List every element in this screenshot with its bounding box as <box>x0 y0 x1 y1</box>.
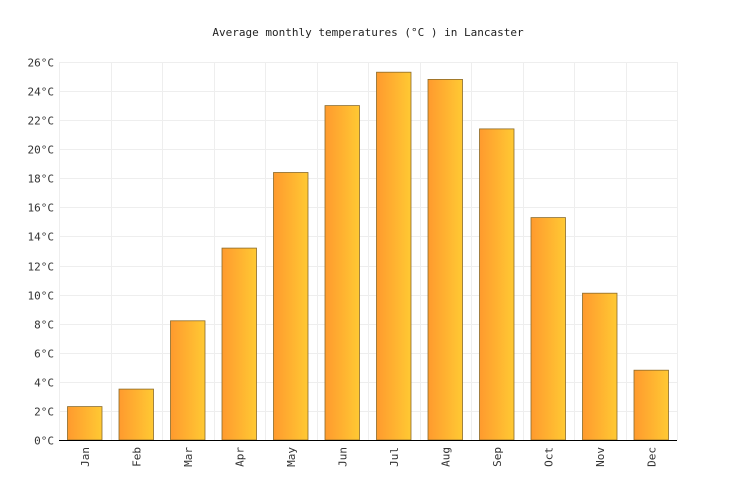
y-tick-label: 16°C <box>28 202 55 215</box>
x-tick-label: Mar <box>182 447 195 467</box>
y-tick-label: 12°C <box>28 261 55 274</box>
y-tick-label: 4°C <box>34 377 54 390</box>
bar-may <box>273 172 309 441</box>
y-tick-label: 18°C <box>28 173 55 186</box>
y-tick-label: 10°C <box>28 290 55 303</box>
y-tick-label: 0°C <box>34 435 54 448</box>
bar-nov <box>582 292 618 441</box>
x-tick-label: Jan <box>79 447 92 467</box>
x-tick-label: May <box>285 447 298 467</box>
bar-feb <box>118 388 154 441</box>
bar-mar <box>170 320 206 441</box>
bar-aug <box>427 79 463 441</box>
bar-jun <box>324 105 360 441</box>
x-tick-label: Dec <box>645 447 658 467</box>
x-axis-ticks: Jan Feb Mar Apr May Jun Jul Aug Sep Oct Nov Dec <box>79 447 658 467</box>
y-tick-label: 20°C <box>28 144 55 157</box>
y-tick-label: 26°C <box>28 57 55 70</box>
chart-title: Average monthly temperatures (°C ) in La… <box>212 26 524 39</box>
bars-layer <box>67 71 669 441</box>
y-tick-label: 8°C <box>34 319 54 332</box>
bar-jan <box>67 406 103 441</box>
bar-dec <box>633 369 669 441</box>
bar-oct <box>530 217 566 441</box>
x-tick-label: Jun <box>336 447 349 467</box>
grid-layer <box>59 62 678 440</box>
x-tick-label: Oct <box>542 447 555 467</box>
y-tick-label: 14°C <box>28 231 55 244</box>
x-tick-label: Jul <box>388 447 401 467</box>
y-tick-label: 2°C <box>34 406 54 419</box>
x-tick-label: Feb <box>130 447 143 467</box>
x-tick-label: Sep <box>491 447 504 467</box>
x-tick-label: Apr <box>233 447 246 467</box>
y-tick-label: 24°C <box>28 86 55 99</box>
y-tick-label: 22°C <box>28 115 55 128</box>
bar-jul <box>376 71 412 441</box>
bar-sep <box>479 128 515 441</box>
x-tick-label: Aug <box>439 447 452 467</box>
x-tick-label: Nov <box>594 447 607 467</box>
y-axis-ticks: 0°C 2°C 4°C 6°C 8°C 10°C 12°C 14°C 16°C 18°C 20°C 2… <box>28 57 55 448</box>
bar-apr <box>221 247 257 441</box>
y-tick-label: 6°C <box>34 348 54 361</box>
